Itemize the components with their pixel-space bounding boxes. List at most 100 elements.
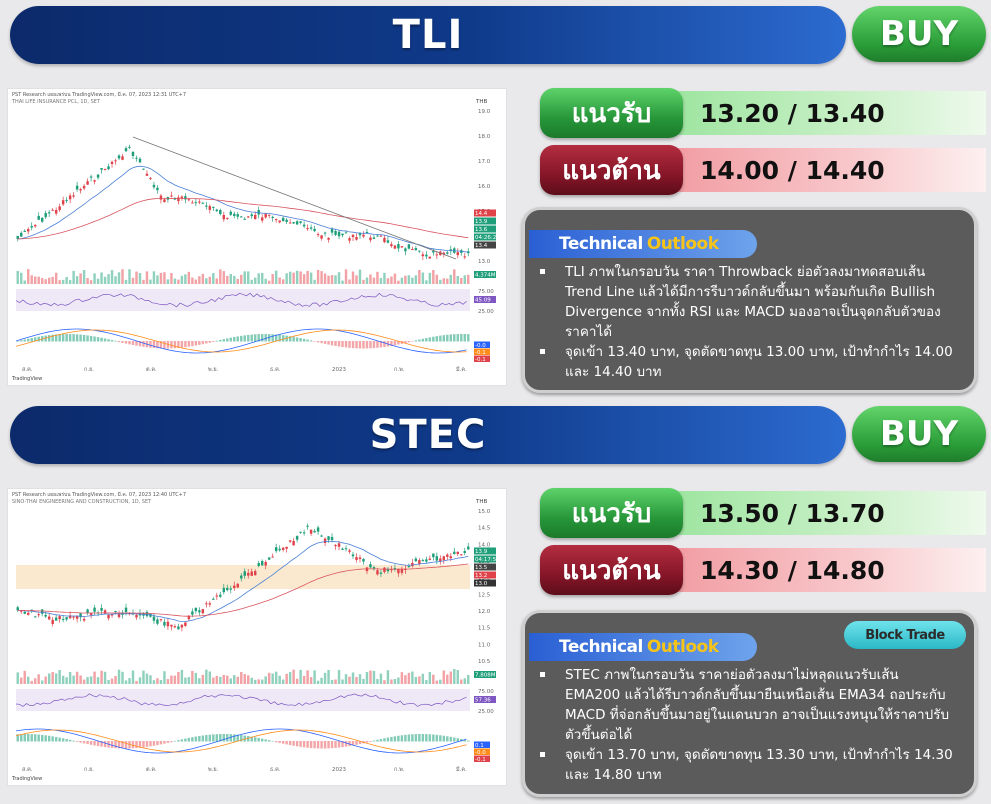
macd-histogram-bar [257,334,260,342]
volume-bar [187,271,191,284]
volume-bar [369,274,372,284]
macd-histogram-bar [198,341,201,345]
macd-histogram-bar [208,734,212,742]
macd-histogram-bar [243,735,246,742]
macd-histogram-bar [86,741,89,745]
candle-body [166,621,170,627]
volume-bar [142,279,145,284]
volume-bar [27,269,30,284]
volume-bar [407,672,411,684]
candle-body [103,168,107,170]
candle-body [240,216,243,218]
ticker-title: STEC [369,412,487,458]
volume-bar [264,676,267,684]
volume-bar [393,273,397,284]
macd-histogram-bar [215,340,219,342]
macd-histogram-bar [236,734,239,742]
macd-histogram-bar [93,336,96,342]
candle-body [463,551,466,553]
candle-body [44,614,47,617]
volume-bar [121,671,124,684]
macd-histogram-bar [425,734,428,742]
volume-bar [135,271,138,284]
volume-bar [79,675,82,684]
macd-histogram-bar [376,739,379,742]
macd-histogram-bar [267,740,271,742]
support-label: แนวรับ [540,488,683,538]
candle-body [82,185,86,189]
volume-bar [365,671,369,684]
volume-bar [23,280,26,284]
ema-short-line [17,540,469,623]
macd-histogram-bar [166,741,170,743]
macd-histogram-bar [428,337,432,342]
volume-bar [421,272,425,284]
candle-body [135,614,138,618]
support-value: 13.20 / 13.40 [660,91,986,135]
candle-body [233,213,236,217]
price-tick-label: 12.5 [478,592,491,598]
candle-body [348,238,351,241]
price-tag-bg [474,241,496,249]
macd-histogram-bar [191,341,194,347]
price-tag-bg [474,555,496,563]
macd-histogram-bar [306,339,309,342]
macd-histogram-bar [205,735,208,742]
candle-body [407,244,411,249]
macd-histogram-bar [58,334,61,342]
candle-body [135,157,138,159]
macd-histogram-bar [285,741,288,745]
stock-card-stec: STEC BUY THB 15.0 14.5 14.0 13.5 13.0 12.5 12.0… [0,400,991,800]
volume-bar [418,676,421,684]
candle-body [316,527,320,532]
candle-body [278,220,281,223]
macd-histogram-bar [243,335,246,342]
macd-histogram-bar [20,340,23,342]
time-axis-label: 2023 [332,767,346,773]
macd-histogram-bar [163,341,166,349]
volume-bar [16,672,19,684]
volume-bar [460,278,463,284]
price-tag-bg [474,233,496,241]
macd-histogram-bar [428,734,432,742]
volume-tag: 4.374M [475,273,496,279]
macd-histogram-bar [194,736,198,742]
candle-body [212,206,215,208]
signal-badge: BUY [852,6,986,62]
macd-histogram-bar [51,334,54,342]
macd-histogram-bar [219,339,222,342]
block-trade-badge: Block Trade [844,621,966,649]
macd-histogram-bar [302,741,306,748]
candle-body [86,609,89,613]
candle-body [156,619,159,624]
volume-bar [250,279,253,284]
macd-histogram-bar [65,739,68,742]
chart-subheader: THAI LIFE INSURANCE PCL, 1D, SET [12,99,100,105]
macd-histogram-bar [404,341,407,344]
candle-body [337,231,341,237]
candle-body [47,212,51,214]
volume-bar [159,680,163,684]
candle-body [86,181,89,185]
macd-histogram-bar [138,341,142,347]
macd-histogram-bar [75,741,79,742]
macd-histogram-bar [191,737,194,742]
macd-histogram-bar [320,741,323,749]
macd-tag-bg [474,341,490,348]
candle-body [355,557,358,561]
macd-histogram-bar [254,737,257,742]
volume-bar [138,677,142,684]
macd-histogram-bar [330,741,334,749]
candle-body [170,624,173,627]
macd-histogram-bar [330,341,334,346]
candle-body [219,209,222,215]
macd-histogram-bar [369,741,372,742]
price-tick-label: 13.0 [478,259,491,265]
volume-bar [44,676,47,684]
candle-body [222,587,226,593]
chart-header: PST Research เผยแพร่บน TradingView.com, … [12,92,187,98]
outlook-bullet: STEC ภาพในกรอบวัน ราคาย่อตัวลงมาไม่หลุดแ… [537,665,954,745]
volume-bar [425,680,428,684]
candle-body [180,624,184,628]
volume-bar [383,680,386,684]
